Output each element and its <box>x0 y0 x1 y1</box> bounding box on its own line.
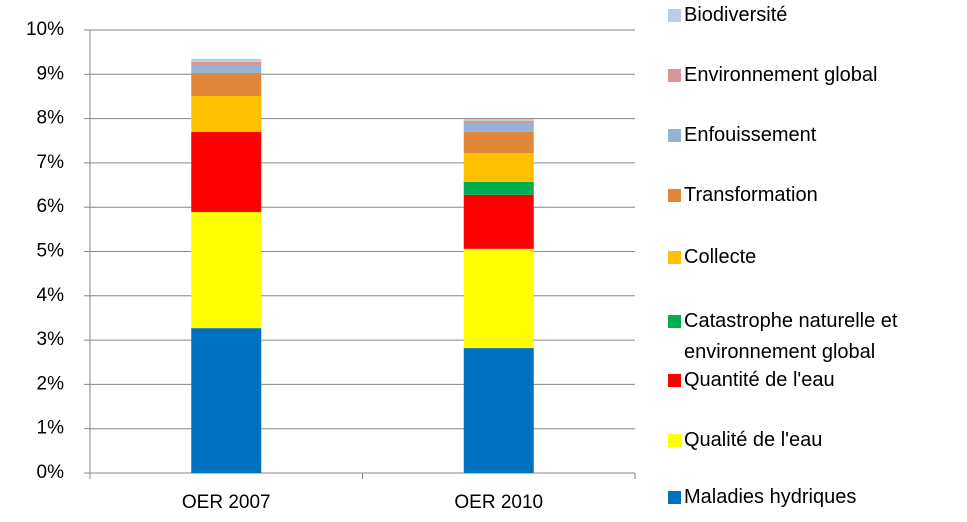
bar-segment <box>191 131 262 213</box>
legend-item: Transformation <box>668 180 958 211</box>
legend-label: Enfouissement <box>684 124 817 146</box>
x-tick-label: OER 2010 <box>454 492 543 513</box>
x-tick-label: OER 2007 <box>182 492 271 513</box>
bar-segment <box>463 181 534 195</box>
y-tick-label: 0% <box>37 462 65 483</box>
bar-segment <box>191 212 262 329</box>
y-tick-label: 6% <box>37 196 65 217</box>
bar-segment <box>463 248 534 349</box>
legend-swatch <box>668 491 681 504</box>
legend-label: Environnement global <box>684 64 878 86</box>
y-tick-label: 3% <box>37 329 65 350</box>
y-tick-label: 10% <box>26 19 64 40</box>
bar-segment <box>191 96 262 132</box>
legend-swatch <box>668 434 681 447</box>
bar-segment <box>191 72 262 97</box>
bar-segment <box>463 131 534 154</box>
legend-label: Collecte <box>684 246 757 268</box>
legend-item: Biodiversité <box>668 0 958 31</box>
y-tick-label: 5% <box>37 241 65 262</box>
legend-item: Enfouissement <box>668 120 958 151</box>
legend-item: Qualité de l'eau <box>668 425 958 456</box>
bar-segment <box>463 348 534 473</box>
legend-swatch <box>668 251 681 264</box>
legend-item: Maladies hydriques <box>668 482 958 513</box>
legend-label: Maladies hydriques <box>684 486 857 508</box>
y-tick-label: 8% <box>37 108 65 129</box>
legend-swatch <box>668 189 681 202</box>
legend-label: Quantité de l'eau <box>684 369 835 391</box>
legend-item: Environnement global <box>668 60 958 91</box>
y-tick-label: 9% <box>37 63 65 84</box>
bar-segment <box>191 58 262 62</box>
bar-segment <box>463 123 534 132</box>
bar-segment <box>191 64 262 73</box>
bar-segment <box>191 61 262 65</box>
y-tick-label: 4% <box>37 285 65 306</box>
y-tick-label: 7% <box>37 152 65 173</box>
legend-item: Catastrophe naturelle et environnement g… <box>668 306 958 368</box>
legend-label: Catastrophe naturelle et environnement g… <box>684 310 898 363</box>
bar-segment <box>463 153 534 182</box>
bar-segment <box>463 194 534 249</box>
bar-segment <box>463 120 534 124</box>
legend-swatch <box>668 9 681 22</box>
legend-item: Collecte <box>668 242 958 273</box>
bar-segment <box>191 328 262 473</box>
legend-swatch <box>668 374 681 387</box>
legend-label: Qualité de l'eau <box>684 429 823 451</box>
legend-swatch <box>668 129 681 142</box>
bar-segment <box>463 119 534 121</box>
y-tick-label: 1% <box>37 418 65 439</box>
legend-item: Quantité de l'eau <box>668 365 958 396</box>
y-tick-label: 2% <box>37 373 65 394</box>
legend-swatch <box>668 315 681 328</box>
legend-label: Biodiversité <box>684 4 788 26</box>
legend-swatch <box>668 69 681 82</box>
legend-label: Transformation <box>684 184 818 206</box>
